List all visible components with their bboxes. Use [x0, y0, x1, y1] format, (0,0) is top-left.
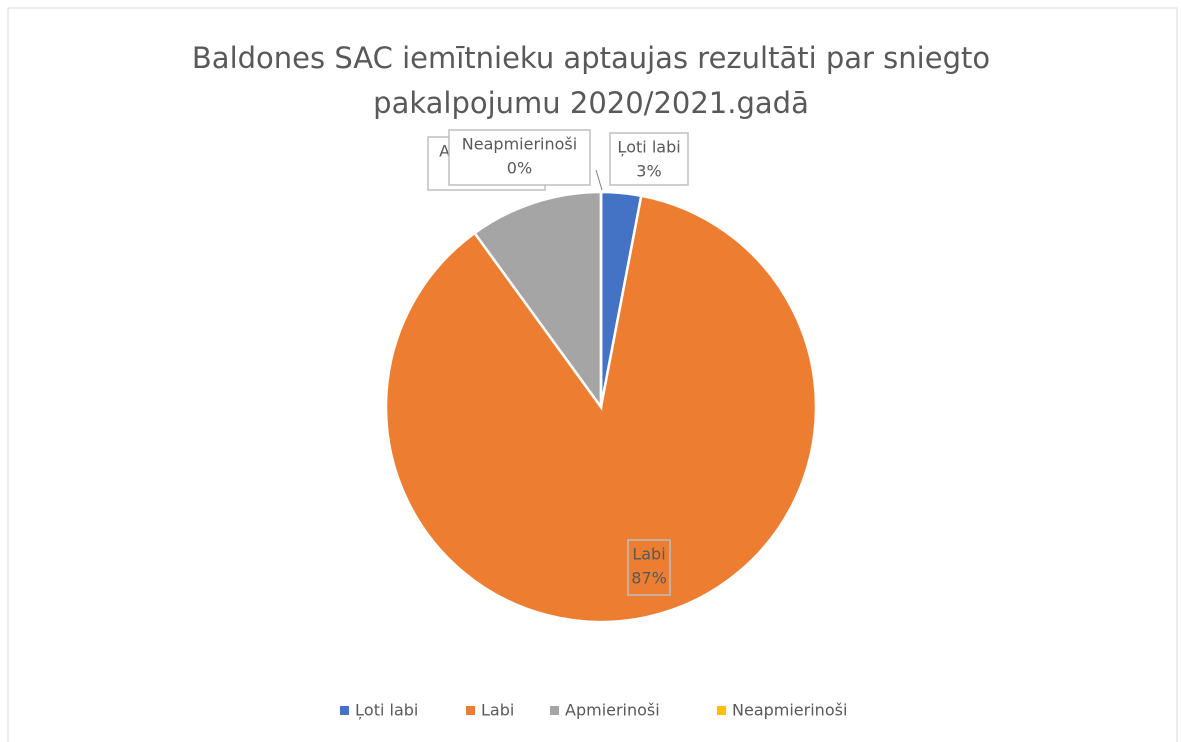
data-label-name: Ļoti labi	[617, 138, 680, 157]
legend-marker	[466, 706, 475, 715]
legend-marker	[717, 706, 726, 715]
data-label: Labi 87%	[627, 539, 671, 596]
legend-marker	[550, 706, 559, 715]
data-label: Ļoti labi 3%	[609, 132, 689, 186]
chart-title: Baldones SAC iemītnieku aptaujas rezultā…	[191, 41, 991, 120]
legend-marker	[340, 706, 349, 715]
data-label-box	[609, 132, 689, 186]
legend-label: Neapmierinoši	[732, 701, 847, 720]
data-label: Neapmierinoši 0%	[448, 129, 591, 186]
leader-line	[595, 169, 603, 191]
legend-label: Apmierinoši	[565, 701, 660, 720]
legend-label: Labi	[481, 701, 514, 720]
data-label-name: Neapmierinoši	[462, 135, 577, 154]
data-label-value: 0%	[507, 159, 532, 178]
data-label-value: 3%	[636, 162, 661, 181]
pie-slice	[472, 190, 603, 411]
data-label-value: 87%	[631, 569, 667, 588]
data-label-name: Labi	[632, 545, 665, 564]
data-label-box	[627, 539, 671, 596]
legend-label: Ļoti labi	[355, 701, 418, 720]
data-label-box	[448, 129, 591, 186]
